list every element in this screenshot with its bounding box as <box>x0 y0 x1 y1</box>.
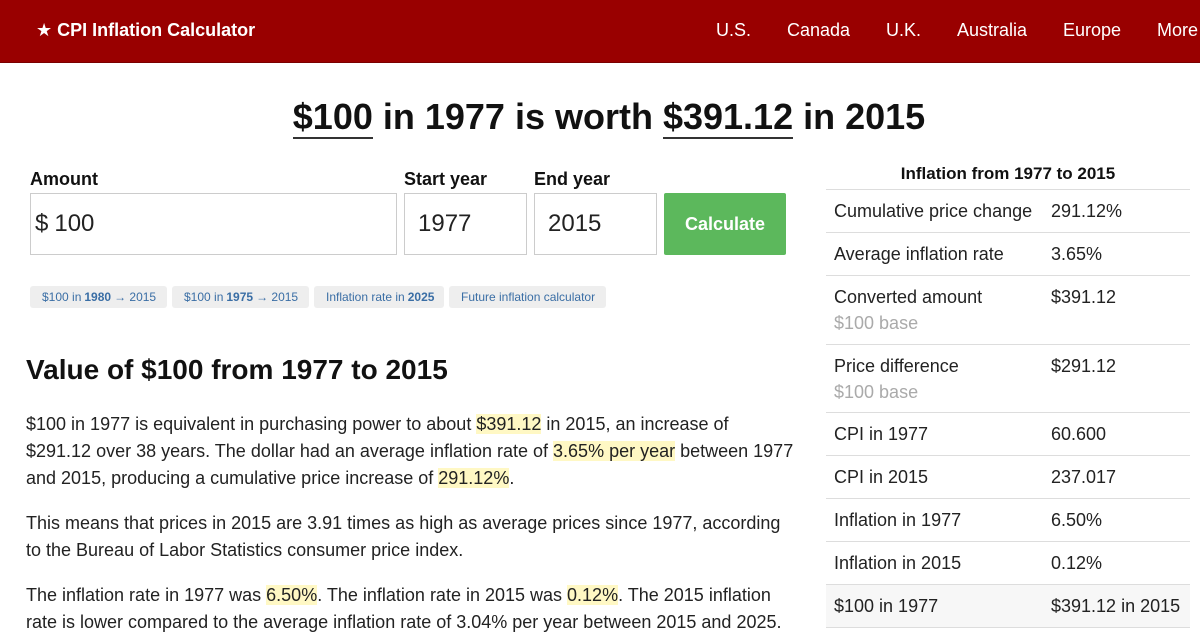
page-title: $100 in 1977 is worth $391.12 in 2015 <box>0 96 1200 139</box>
row-value: 6.50% <box>1051 510 1103 530</box>
chip-future-calculator-link[interactable]: Future inflation calculator <box>449 286 606 308</box>
sidebar-title: Inflation from 1977 to 2015 <box>900 164 1116 183</box>
table-row: Converted amount $391.12 $100 base <box>826 276 1190 345</box>
table-row: CPI in 1977 60.600 <box>826 413 1190 456</box>
row-label: Cumulative price change <box>834 201 1033 221</box>
table-row: Price difference $291.12 $100 base <box>826 345 1190 413</box>
chip-text: → 2015 <box>256 290 299 304</box>
summary-table: Cumulative price change 291.12% Average … <box>826 189 1190 628</box>
nav-item-uk[interactable]: U.K. <box>886 20 922 40</box>
table-row: Inflation in 2015 0.12% <box>826 542 1190 585</box>
row-label: Average inflation rate <box>834 244 1004 264</box>
row-label: CPI in 2015 <box>834 467 929 487</box>
row-subtext: $100 base <box>834 382 919 402</box>
nav-item-more[interactable]: More <box>1157 20 1199 40</box>
row-label: $100 in 1977 <box>834 596 939 616</box>
brand-logo-link[interactable]: ★ CPI Inflation Calculator <box>36 20 256 40</box>
chip-inflation-rate-link[interactable]: Inflation rate in 2025 <box>314 286 444 308</box>
row-value: 3.65% <box>1051 244 1103 264</box>
text: . The 2015 inflation rate is lower compa… <box>26 585 782 632</box>
text: . <box>509 468 515 488</box>
chip-1980-link[interactable]: $100 in 1980 → 2015 <box>30 286 167 308</box>
inflation-rate-paragraph: The inflation rate in 1977 was 6.50%. Th… <box>26 582 796 636</box>
end-year-input[interactable]: 2015 <box>534 193 657 255</box>
end-year-value: 2015 <box>548 210 602 237</box>
headline-text-1: in 1977 is worth <box>372 96 663 137</box>
row-label: Price difference <box>834 356 959 376</box>
currency-symbol: $ <box>35 210 49 237</box>
row-subtext: $100 base <box>834 313 919 333</box>
headline-text-2: in 2015 <box>793 96 926 137</box>
table-row: CPI in 2015 237.017 <box>826 456 1190 499</box>
text: . The inflation rate in 2015 was <box>317 585 568 605</box>
row-label: Inflation in 2015 <box>834 553 962 573</box>
row-value: 291.12% <box>1051 201 1123 221</box>
row-value: $391.12 <box>1051 287 1117 307</box>
amount-input[interactable]: $ 100 <box>30 193 397 255</box>
headline-amount: $100 <box>292 96 373 139</box>
nav-item-europe[interactable]: Europe <box>1063 20 1122 40</box>
chip-year: 1975 <box>226 290 254 304</box>
text: $100 in 1977 is equivalent in purchasing… <box>26 414 477 434</box>
headline-value: $391.12 <box>662 96 794 139</box>
text: The inflation rate in 1977 was <box>26 585 267 605</box>
row-value: $291.12 <box>1051 356 1117 376</box>
chip-1975-link[interactable]: $100 in 1975 → 2015 <box>172 286 309 308</box>
row-value: $391.12 in 2015 <box>1051 596 1181 616</box>
chip-text: Inflation rate in <box>326 290 405 304</box>
highlight-rate-2015: 0.12% <box>567 585 619 605</box>
chip-text: $100 in <box>42 290 82 304</box>
start-year-value: 1977 <box>418 210 472 237</box>
row-label: Converted amount <box>834 287 983 307</box>
top-navbar: ★ CPI Inflation Calculator U.S. Canada U… <box>0 0 1200 63</box>
end-year-label: End year <box>534 169 611 189</box>
chip-text: Future inflation calculator <box>461 290 596 304</box>
amount-label: Amount <box>30 169 98 189</box>
highlight-cumulative: 291.12% <box>438 468 510 488</box>
start-year-input[interactable]: 1977 <box>404 193 527 255</box>
section-title: Value of $100 from 1977 to 2015 <box>26 354 448 385</box>
amount-value: 100 <box>54 210 95 237</box>
highlight-rate-1977: 6.50% <box>266 585 318 605</box>
table-row: Inflation in 1977 6.50% <box>826 499 1190 542</box>
row-value: 0.12% <box>1051 553 1103 573</box>
row-label: CPI in 1977 <box>834 424 929 444</box>
highlight-value: $391.12 <box>476 414 542 434</box>
chip-year: 1980 <box>84 290 112 304</box>
highlight-rate: 3.65% per year <box>553 441 676 461</box>
table-row: Average inflation rate 3.65% <box>826 233 1190 276</box>
chip-text: $100 in <box>184 290 224 304</box>
comparison-paragraph: This means that prices in 2015 are 3.91 … <box>26 513 781 560</box>
nav-item-canada[interactable]: Canada <box>787 20 851 40</box>
text: in 2015, an increase of $291.12 over 38 … <box>26 414 729 461</box>
row-value: 237.017 <box>1051 467 1117 487</box>
main-nav: U.S. Canada U.K. Australia Europe More <box>0 20 1200 44</box>
row-value: 60.600 <box>1051 424 1107 444</box>
text: between 1977 and 2015, producing a cumul… <box>26 441 794 488</box>
table-row: Cumulative price change 291.12% <box>826 190 1190 233</box>
row-label: Inflation in 1977 <box>834 510 962 530</box>
start-year-label: Start year <box>404 169 488 189</box>
chip-text: → 2015 <box>114 290 157 304</box>
nav-item-australia[interactable]: Australia <box>957 20 1028 40</box>
calculate-button[interactable]: Calculate <box>664 193 786 255</box>
summary-paragraph: $100 in 1977 is equivalent in purchasing… <box>26 411 796 492</box>
chip-year: 2025 <box>407 290 435 304</box>
nav-item-us[interactable]: U.S. <box>716 20 752 40</box>
table-row: $100 in 1977 $391.12 in 2015 <box>826 585 1190 628</box>
